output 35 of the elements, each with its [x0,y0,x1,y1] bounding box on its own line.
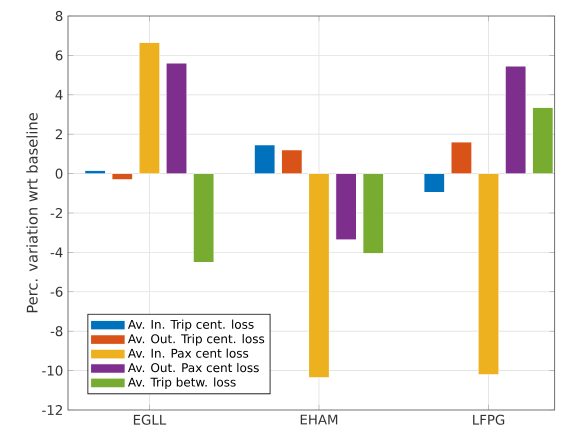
y-tick-label: 2 [56,129,62,140]
bar [362,173,384,254]
y-tick-label: -4 [50,248,63,258]
x-tick-label: EGLL [134,414,166,425]
bar [424,173,445,193]
legend-label: Av. In. Pax cent loss [128,348,248,358]
y-tick-label: 4 [55,90,63,100]
y-tick-label: -6 [50,286,62,297]
legend-label: Av. In. Trip cent. loss [128,320,254,332]
bar [281,150,302,174]
y-axis-title: Perc. variation wrt baseline [26,113,38,312]
legend-label: Av. Trip betw. loss [128,377,236,389]
bar [308,173,330,378]
bar [254,144,276,174]
bar [84,170,106,174]
y-tick-label: -2 [50,208,62,218]
bar [166,63,187,174]
bar [450,142,472,174]
bar [193,173,214,263]
bar [505,66,526,174]
legend-label: Av. Out. Pax cent loss [128,362,259,372]
y-tick-label: 0 [56,168,62,179]
bar [112,173,133,180]
y-tick-label: -12 [42,405,62,415]
bar [532,107,554,174]
bar [478,173,499,375]
x-tick-label: EHAM [300,414,338,424]
y-tick-label: 6 [56,50,62,60]
y-tick-label: -10 [42,366,62,376]
bar [138,42,160,174]
y-tick-label: -8 [50,326,62,336]
y-tick-label: 8 [56,10,62,22]
bar [336,173,357,240]
x-tick-label: LFPG [473,414,504,425]
legend-label: Av. Out. Trip cent. loss [128,334,264,346]
